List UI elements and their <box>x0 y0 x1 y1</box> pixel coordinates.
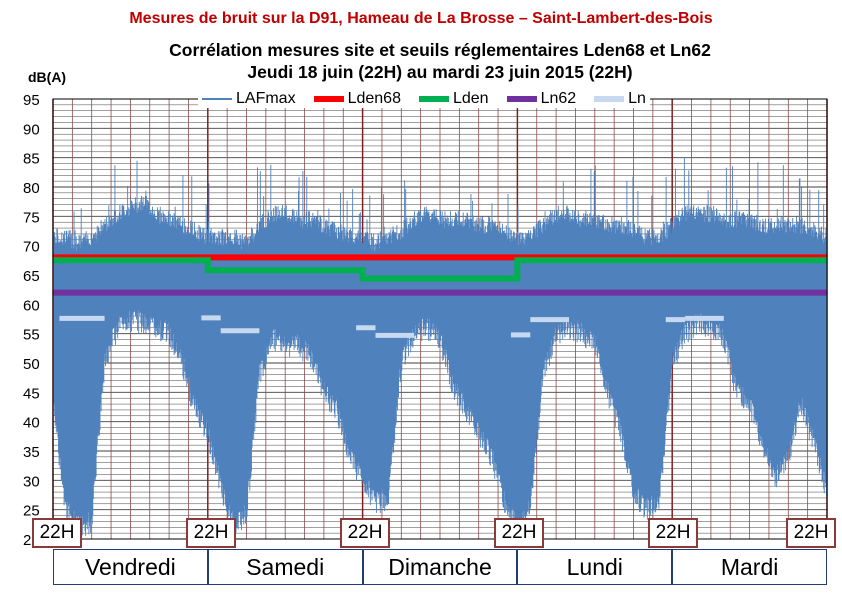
legend-swatch-lden <box>418 96 449 102</box>
hour-label: 22H <box>786 518 836 548</box>
chart-subtitle: Jeudi 18 juin (22H) au mardi 23 juin 201… <box>247 62 633 82</box>
hour-label: 22H <box>32 518 82 548</box>
y-tick-label: 75 <box>23 209 40 226</box>
legend-swatch-ln62 <box>506 96 537 102</box>
hour-label: 22H <box>494 518 544 548</box>
legend-swatch-lafmax <box>202 98 232 100</box>
y-tick-label: 90 <box>23 121 40 138</box>
y-tick-label: 30 <box>23 473 40 490</box>
y-tick-label: 60 <box>23 297 40 314</box>
y-tick-label: 85 <box>23 151 40 168</box>
chart-title: Corrélation mesures site et seuils régle… <box>169 40 711 60</box>
day-label-dimanche: Dimanche <box>364 550 519 584</box>
day-label-mardi: Mardi <box>720 553 779 580</box>
page-caption: Mesures de bruit sur la D91, Hameau de L… <box>129 10 713 27</box>
y-tick-label: 55 <box>23 327 40 344</box>
y-tick-label: 70 <box>23 239 40 256</box>
y-tick-label: 95 <box>23 92 40 109</box>
legend-label-ln: Ln <box>628 90 646 107</box>
y-tick-label: 50 <box>23 356 40 373</box>
y-tick-label: 25 <box>23 503 40 520</box>
legend-label-ln62: Ln62 <box>540 90 577 107</box>
legend-item-lden: Lden <box>418 90 489 108</box>
legend-item-lden68: Lden68 <box>313 90 401 108</box>
hour-label: 22H <box>340 518 390 548</box>
y-axis-label: dB(A) <box>28 69 67 85</box>
day-label-vendredi: Vendredi <box>54 550 209 584</box>
y-tick-label: 40 <box>23 415 40 432</box>
legend-label-lden68: Lden68 <box>347 90 401 107</box>
day-labels: Vendredi Samedi Dimanche Lundi Mardi <box>53 549 827 585</box>
legend-label-lafmax: LAFmax <box>236 90 296 107</box>
y-tick-label: 35 <box>23 444 40 461</box>
legend-item-lafmax: LAFmax <box>202 90 296 108</box>
series-lden <box>53 257 827 282</box>
hour-label: 22H <box>648 518 698 548</box>
legend-swatch-lden68 <box>313 96 344 102</box>
legend-item-ln: Ln <box>594 90 646 108</box>
legend-label-lden: Lden <box>452 90 489 107</box>
day-label-lundi: Lundi <box>518 550 674 584</box>
legend-item-ln62: Ln62 <box>506 90 577 108</box>
y-tick-label: 45 <box>23 385 40 402</box>
legend: LAFmax Lden68 Lden Ln62 Ln <box>198 90 650 108</box>
y-tick-label: 65 <box>23 268 40 285</box>
y-tick-label: 80 <box>23 180 40 197</box>
day-label-samedi: Samedi <box>209 550 364 584</box>
legend-swatch-ln <box>594 96 625 102</box>
hour-label: 22H <box>186 518 236 548</box>
